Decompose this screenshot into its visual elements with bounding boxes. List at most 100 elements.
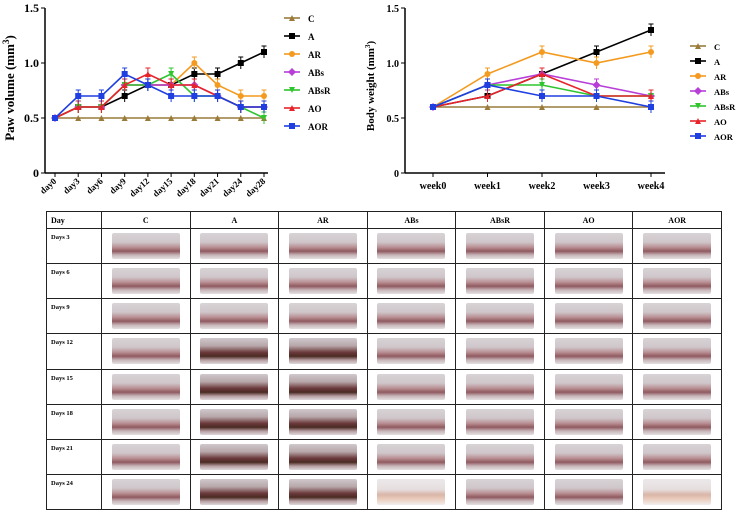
chart1-point-A [214, 71, 221, 77]
photo-cell [366, 333, 457, 370]
paw-photo [377, 233, 446, 260]
photo-row-label: Days 12 [46, 333, 102, 370]
photo-cell [543, 403, 634, 440]
chart1-point-AOR [237, 104, 244, 110]
paw-photo [643, 443, 712, 470]
photo-cell [189, 263, 280, 300]
paw-photo [466, 373, 535, 400]
paw-photo [111, 478, 180, 505]
chart2-legend-marker-A [695, 58, 701, 64]
paw-photo [111, 338, 180, 365]
paw-photo [111, 233, 180, 260]
photo-cell [366, 368, 457, 405]
chart1-point-AOR [261, 104, 267, 110]
paw-photo [466, 233, 535, 260]
photo-cell [543, 473, 634, 511]
photo-column-header: ABs [366, 211, 457, 229]
paw-photo [377, 303, 446, 330]
paw-photo [377, 268, 446, 295]
paw-photo [288, 338, 357, 365]
photo-cell [632, 298, 722, 335]
chart2-point-AOR [593, 93, 600, 99]
chart2-legend-marker-C [695, 43, 701, 49]
chart2-point-AOR [430, 104, 436, 110]
chart1-legend-marker-C [289, 15, 295, 21]
paw-photo [466, 303, 535, 330]
chart2-point-AR [593, 60, 600, 66]
paw-photo [377, 408, 446, 435]
chart1-y-tick-label: 0 [33, 166, 39, 180]
photo-cell [101, 298, 191, 335]
photo-cell [189, 368, 280, 405]
chart1-point-AOR [214, 93, 221, 99]
chart2-x-tick-label: week4 [638, 181, 665, 192]
chart1-legend-label-A: A [308, 32, 315, 42]
photo-row-label: Days 21 [46, 438, 102, 475]
photo-row-label: Days 3 [46, 227, 102, 265]
paw-photo [111, 443, 180, 470]
chart1-legend-label-C: C [308, 14, 315, 24]
chart1-point-A [191, 71, 198, 77]
photo-cell [189, 227, 280, 265]
chart1-legend-label-ABs: ABs [308, 68, 325, 78]
photo-cell [543, 333, 634, 370]
paw-photo [554, 338, 623, 365]
chart2-point-C [593, 104, 600, 110]
paw-photo [111, 268, 180, 295]
photo-cell [366, 438, 457, 475]
photo-table-header: Day C A AR ABs ABsR AO AOR [46, 211, 722, 229]
chart1-point-C [168, 115, 175, 121]
paw-photo [377, 338, 446, 365]
chart1-point-A [121, 93, 128, 99]
paw-photo [200, 373, 269, 400]
paw-photo [466, 338, 535, 365]
chart1-y-label: Paw volume (mm3) [1, 35, 17, 141]
photo-cell [366, 298, 457, 335]
chart1-x-tick-label: day0 [38, 176, 59, 196]
paw-photo [377, 373, 446, 400]
paw-photo [111, 373, 180, 400]
chart1-x-tick-label: day24 [220, 176, 244, 199]
paw-photo [288, 408, 357, 435]
chart1-y-tick-label: 0.5 [24, 111, 39, 125]
paw-photo [643, 303, 712, 330]
chart1-point-C [191, 115, 198, 121]
photo-cell [278, 227, 368, 265]
paw-photo [288, 303, 357, 330]
photo-cell [101, 438, 191, 475]
chart1-point-C [144, 115, 151, 121]
chart1-point-AO [75, 104, 82, 110]
photo-cell [632, 403, 722, 440]
photo-column-header: AO [543, 211, 634, 229]
paw-photo [200, 408, 269, 435]
photo-cell [366, 263, 457, 300]
chart1-point-C [237, 115, 244, 121]
chart1-point-AO [98, 104, 105, 110]
paw-photo [200, 443, 269, 470]
photo-table-corner-label: Day [46, 211, 102, 229]
paw-photo [200, 478, 269, 505]
paw-photo [200, 303, 269, 330]
chart1-point-AR [261, 93, 267, 99]
photo-cell [278, 403, 368, 440]
chart1-point-C [214, 115, 221, 121]
paw-photo [554, 478, 623, 505]
chart1-legend-marker-A [289, 33, 295, 39]
photo-cell [632, 263, 722, 300]
photo-row-label: Days 18 [46, 403, 102, 440]
chart1-point-AOR [75, 93, 82, 99]
chart1-point-AOR [52, 115, 58, 121]
photo-cell [278, 368, 368, 405]
photo-column-header: ABsR [455, 211, 545, 229]
chart1-legend-label-AR: AR [308, 50, 321, 60]
photo-table-row: Days 6 [46, 263, 722, 300]
chart1-point-A [237, 60, 244, 66]
photo-table-row: Days 18 [46, 403, 722, 440]
chart2-point-AOR [648, 104, 654, 110]
paw-photo [643, 268, 712, 295]
chart2-legend-label-ABsR: ABsR [714, 102, 736, 112]
chart1-point-AO [121, 82, 128, 88]
photo-column-header: A [189, 211, 280, 229]
photo-column-header: AOR [632, 211, 722, 229]
photo-cell [632, 333, 722, 370]
